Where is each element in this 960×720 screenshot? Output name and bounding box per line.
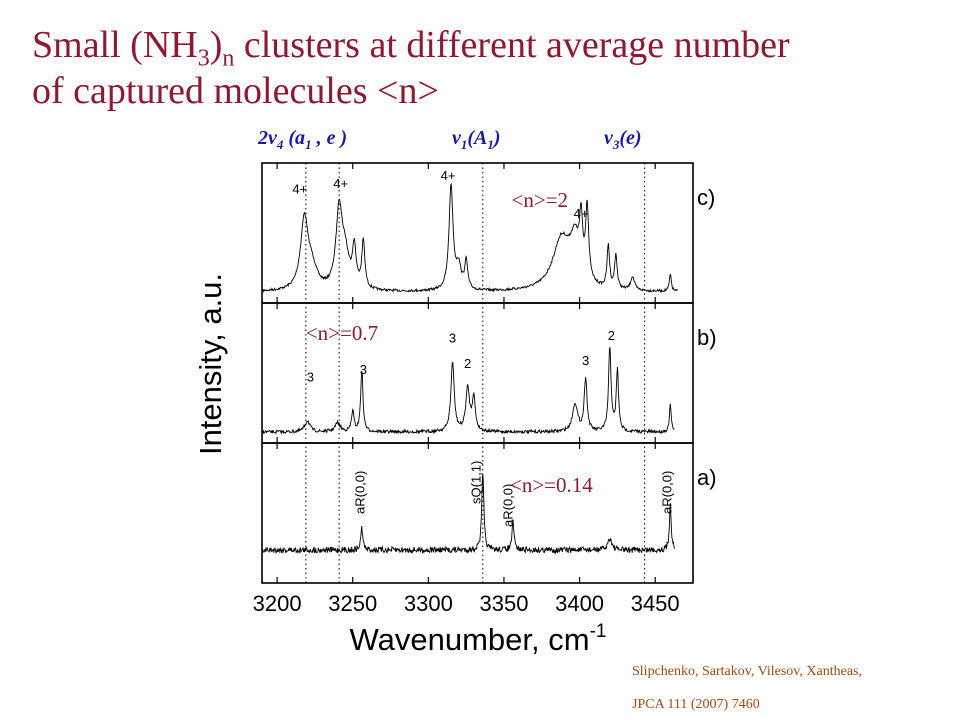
panel-note-c: <n>=2 xyxy=(512,188,569,212)
peak-annotation: 4+ xyxy=(441,168,456,183)
panel-note-b: <n>=0.7 xyxy=(306,321,378,345)
peak-annotation: 2 xyxy=(608,328,615,343)
mode-label-v1: v1(A1) xyxy=(452,127,501,152)
spectrum-trace-c xyxy=(262,182,679,294)
panel-note-a: <n>=0.14 xyxy=(510,473,593,497)
x-axis-label: Wavenumber, cm-1 xyxy=(350,621,607,657)
spectrum-trace-b xyxy=(262,347,675,436)
mode-label-2v4: 2v4 (a1 , e ) xyxy=(258,127,348,152)
peak-annotation: 3 xyxy=(449,330,456,345)
peak-annotation: 4+ xyxy=(574,206,589,221)
peak-annotation: 4+ xyxy=(292,181,307,196)
peak-annotation: 3 xyxy=(307,370,314,385)
panel-frame-a xyxy=(261,442,694,584)
citation-journal: JPCA 111 (2007) 7460 xyxy=(632,697,760,712)
x-tick-label: 3200 xyxy=(253,591,302,616)
x-tick-label: 3450 xyxy=(631,591,680,616)
peak-annotation: aR(0,0) xyxy=(501,484,516,527)
panel-label-c: c) xyxy=(697,185,715,210)
peak-annotation: 4+ xyxy=(333,176,348,191)
peak-annotation: sQ(1,1) xyxy=(469,461,484,504)
peak-annotation: 2 xyxy=(464,356,471,371)
peak-annotation: 3 xyxy=(582,353,589,368)
citation-authors: Slipchenko, Sartakov, Vilesov, Xantheas, xyxy=(632,664,862,679)
x-tick-label: 3350 xyxy=(479,591,528,616)
x-tick-label: 3250 xyxy=(328,591,377,616)
panel-frames xyxy=(261,162,694,584)
mode-label-v3: v3(e) xyxy=(604,127,642,152)
panel-label-a: a) xyxy=(697,465,717,490)
spectrum-trace-a xyxy=(262,474,676,555)
x-tick-label: 3300 xyxy=(404,591,453,616)
dotted-reference-lines xyxy=(305,163,646,583)
x-axis: 3200 3250 3300 3350 3400 3450 xyxy=(253,591,680,616)
panel-frame-c xyxy=(261,162,694,304)
panel-label-b: b) xyxy=(697,325,717,350)
peak-annotation: aR(0,0) xyxy=(659,471,674,514)
peak-annotation: aR(0,0) xyxy=(352,471,367,514)
y-axis-label: Intensity, a.u. xyxy=(193,273,228,455)
spectra-traces xyxy=(262,182,679,555)
x-tick-label: 3400 xyxy=(555,591,604,616)
peak-annotation: 3 xyxy=(360,362,367,377)
slide-title: Small (NH3)n clusters at different avera… xyxy=(32,24,790,112)
